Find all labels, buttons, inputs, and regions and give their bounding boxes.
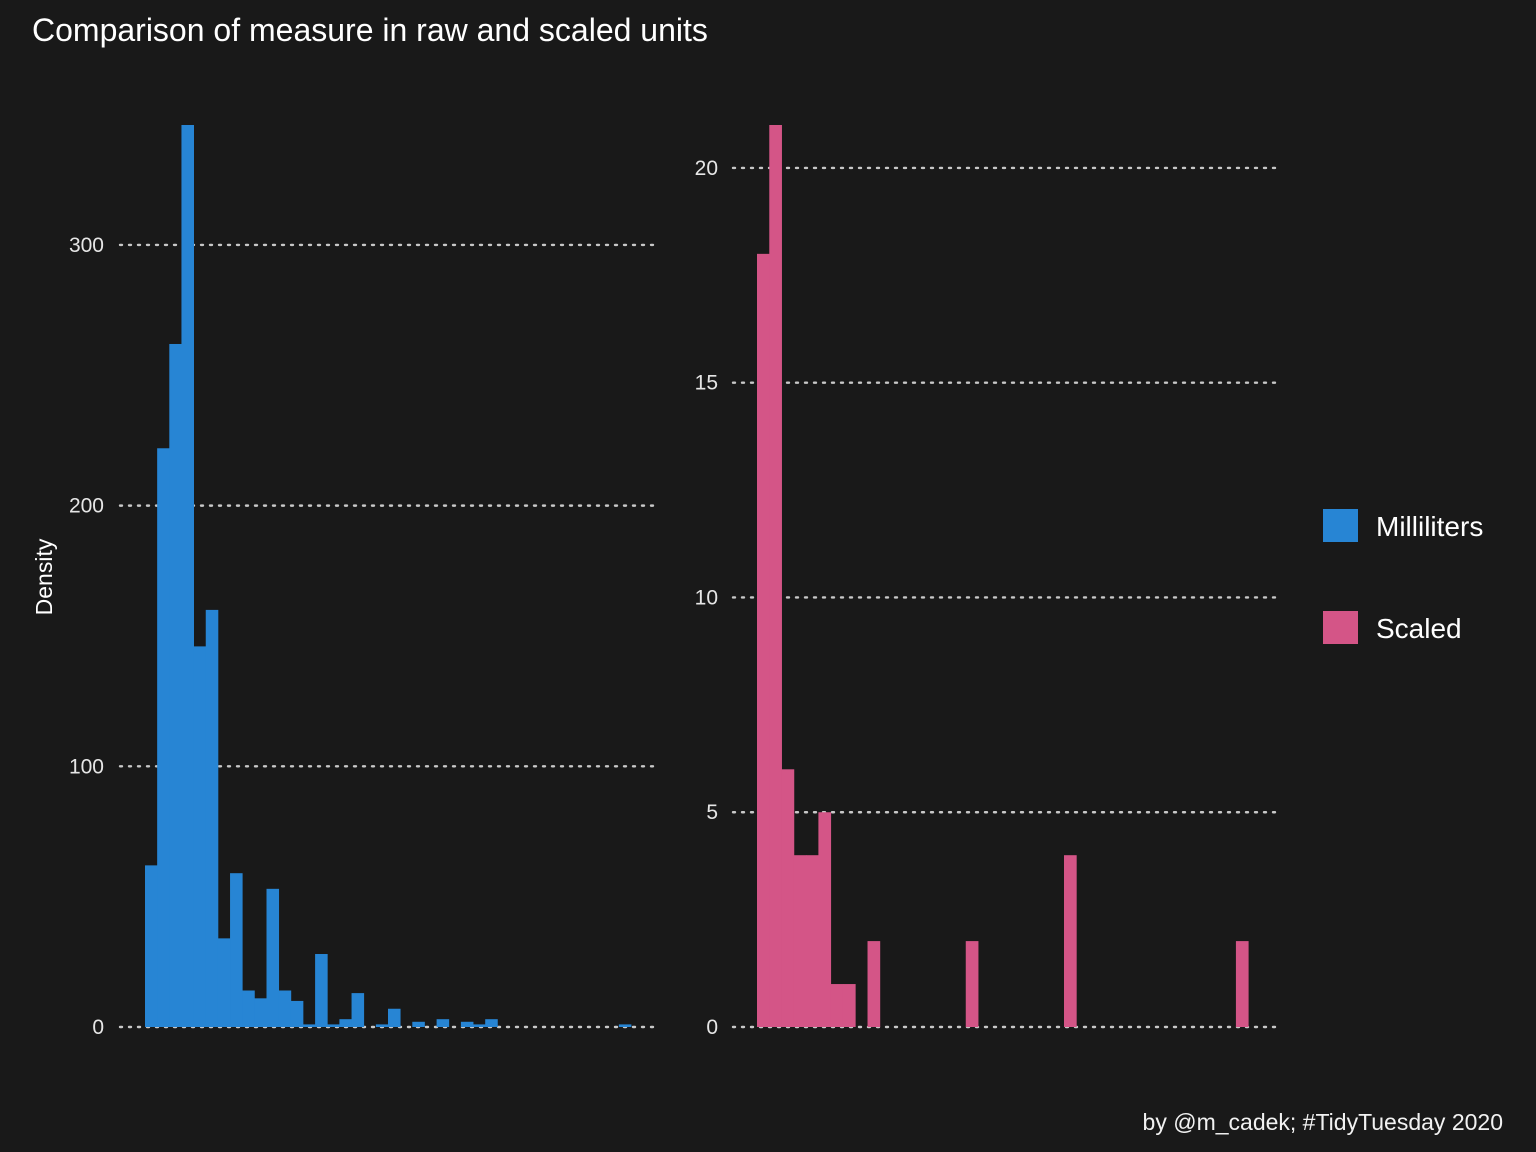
scaled-bar [806,855,819,1027]
milliliters-bar [193,646,207,1027]
scaled-bar [769,125,782,1027]
milliliters-bar [339,1019,352,1027]
milliliters-bar [302,1024,316,1027]
milliliters-bar [412,1021,425,1027]
scaled-y-ticks: 0 5 10 15 20 [695,157,718,1039]
milliliters-bar [327,1024,340,1027]
chart-caption: by @m_cadek; #TidyTuesday 2020 [1143,1109,1503,1135]
milliliters-panel: 0 100 200 300 [69,125,662,1039]
milliliters-bar [205,609,219,1027]
milliliters-bar [315,954,328,1027]
legend-label-scaled: Scaled [1376,613,1462,644]
milliliters-bar [242,990,255,1027]
scaled-bars [757,125,1249,1027]
scaled-y-tick-label: 20 [695,157,718,180]
scaled-bar [867,941,881,1027]
scaled-y-tick-label: 0 [706,1016,718,1039]
milliliters-bar [169,343,182,1027]
milliliters-y-tick-label: 200 [69,495,104,518]
scaled-bar [842,984,856,1027]
scaled-panel: 0 5 10 15 20 [695,125,1277,1039]
milliliters-bars [145,125,632,1027]
scaled-bar [1064,855,1077,1027]
scaled-bar [757,253,770,1027]
milliliters-bar [217,938,231,1027]
milliliters-bar [230,873,243,1027]
scaled-y-tick-label: 15 [695,372,718,395]
milliliters-bar [436,1019,450,1027]
milliliters-y-tick-label: 300 [69,234,104,257]
milliliters-bar [278,990,292,1027]
scaled-bar [830,984,844,1027]
milliliters-bar [254,998,267,1027]
milliliters-bar [460,1021,474,1027]
legend: Milliliters Scaled [1323,509,1483,644]
scaled-bar [793,855,807,1027]
scaled-y-tick-label: 5 [706,801,718,824]
scaled-bar [1235,941,1249,1027]
milliliters-bar [618,1024,632,1027]
legend-swatch-milliliters [1323,509,1358,542]
chart-title: Comparison of measure in raw and scaled … [32,12,708,48]
milliliters-y-ticks: 0 100 200 300 [69,234,104,1039]
milliliters-bar [473,1024,486,1027]
milliliters-bar [388,1008,401,1027]
milliliters-bar [181,125,194,1027]
milliliters-bar [351,993,365,1027]
scaled-bar [965,941,979,1027]
legend-swatch-scaled [1323,611,1358,644]
scaled-bar [818,812,832,1027]
milliliters-bar [145,865,158,1027]
scaled-bar [781,769,795,1027]
milliliters-y-tick-label: 0 [92,1016,104,1039]
milliliters-bar [157,448,170,1027]
legend-label-milliliters: Milliliters [1376,511,1483,542]
milliliters-bar [375,1024,389,1027]
milliliters-bar [266,888,280,1027]
milliliters-bar [290,1000,304,1027]
milliliters-y-tick-label: 100 [69,755,104,778]
milliliters-bar [485,1019,498,1027]
scaled-y-tick-label: 10 [695,586,718,609]
y-axis-label: Density [31,538,57,615]
